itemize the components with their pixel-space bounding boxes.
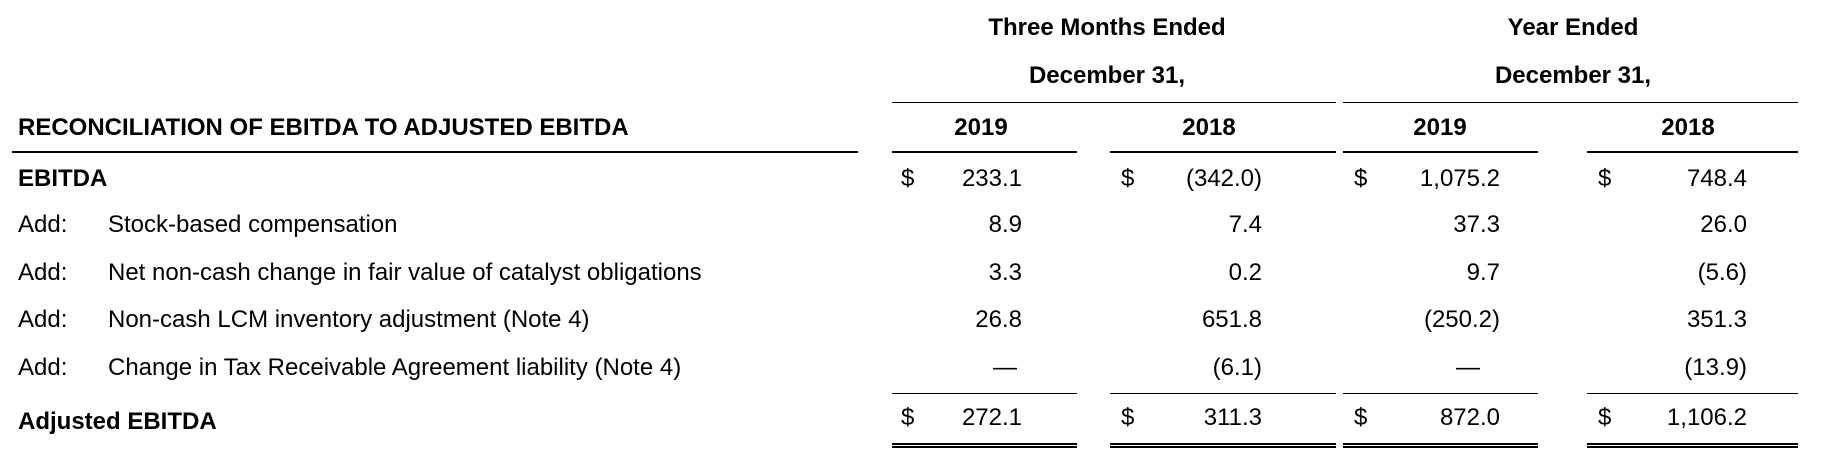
year-underline-y-2019	[1343, 151, 1538, 153]
row-stock-comp-value-y2018: 26.0	[1700, 211, 1747, 238]
row-stock-comp-prefix: Add:	[18, 211, 68, 238]
header-group-three-months-line1: Three Months Ended	[988, 14, 1226, 41]
year-header-y-2019: 2019	[1413, 114, 1467, 141]
subtotal-rule-q2019	[892, 393, 1077, 394]
row-lcm-label: Non-cash LCM inventory adjustment (Note …	[108, 306, 590, 333]
row-adjusted-value-q2019: 272.1	[961, 404, 1022, 431]
row-adjusted-currency-q2018: $	[1121, 404, 1135, 431]
row-catalyst-value-y2019: 9.7	[1466, 259, 1500, 286]
header-group-underline-three-months	[892, 102, 1336, 103]
row-adjusted-currency-y2018: $	[1598, 404, 1612, 431]
row-stock-comp-value-y2019: 37.3	[1453, 211, 1500, 238]
table-title: RECONCILIATION OF EBITDA TO ADJUSTED EBI…	[18, 114, 629, 141]
subtotal-rule-y2018	[1587, 393, 1798, 394]
header-group-year-line1: Year Ended	[1507, 14, 1639, 41]
row-lcm-value-y2019: (250.2)	[1423, 306, 1500, 333]
row-catalyst-value-q2018: 0.2	[1228, 259, 1262, 286]
row-catalyst-value-y2018: (5.6)	[1697, 259, 1747, 286]
row-adjusted-value-q2018: 311.3	[1203, 404, 1262, 431]
title-underline	[12, 151, 858, 153]
subtotal-rule-y2019	[1343, 393, 1538, 394]
row-adjusted-ebitda-label: Adjusted EBITDA	[18, 408, 217, 435]
header-group-year-line2: December 31,	[1494, 62, 1652, 89]
row-tra-value-q2018: (6.1)	[1212, 354, 1262, 381]
row-ebitda-label: EBITDA	[18, 165, 108, 192]
row-adjusted-value-y2019: 872.0	[1439, 404, 1500, 431]
total-double-rule-y2019	[1343, 443, 1538, 448]
row-tra-value-y2018: (13.9)	[1684, 354, 1747, 381]
year-underline-q-2019	[892, 151, 1077, 153]
header-group-underline-year	[1343, 102, 1798, 103]
row-catalyst-value-q2019: 3.3	[988, 259, 1022, 286]
row-catalyst-prefix: Add:	[18, 259, 68, 286]
subtotal-rule-q2018	[1110, 393, 1336, 394]
row-adjusted-currency-y2019: $	[1354, 404, 1368, 431]
row-ebitda-value-q2019: 233.1	[961, 165, 1022, 192]
row-lcm-prefix: Add:	[18, 306, 68, 333]
row-catalyst-label: Net non-cash change in fair value of cat…	[108, 259, 702, 286]
row-ebitda-value-y2018: 748.4	[1686, 165, 1747, 192]
row-ebitda-currency-y2018: $	[1598, 165, 1612, 192]
year-underline-y-2018	[1587, 151, 1798, 153]
row-lcm-value-y2018: 351.3	[1686, 306, 1747, 333]
year-header-q-2019: 2019	[954, 114, 1008, 141]
row-tra-value-y2019: —	[1456, 354, 1480, 381]
row-stock-comp-label: Stock-based compensation	[108, 211, 398, 238]
row-ebitda-value-y2019: 1,075.2	[1419, 165, 1500, 192]
year-underline-q-2018	[1110, 151, 1336, 153]
year-header-y-2018: 2018	[1661, 114, 1715, 141]
row-lcm-value-q2019: 26.8	[975, 306, 1022, 333]
row-tra-value-q2019: —	[993, 354, 1017, 381]
row-tra-prefix: Add:	[18, 354, 68, 381]
row-ebitda-currency-q2019: $	[901, 165, 915, 192]
row-ebitda-currency-y2019: $	[1354, 165, 1368, 192]
row-adjusted-currency-q2019: $	[901, 404, 915, 431]
row-adjusted-value-y2018: 1,106.2	[1666, 404, 1747, 431]
row-tra-label: Change in Tax Receivable Agreement liabi…	[108, 354, 682, 381]
header-group-three-months-line2: December 31,	[1028, 62, 1186, 89]
row-stock-comp-value-q2019: 8.9	[988, 211, 1022, 238]
total-double-rule-q2018	[1110, 443, 1336, 448]
total-double-rule-q2019	[892, 443, 1077, 448]
year-header-q-2018: 2018	[1182, 114, 1236, 141]
row-lcm-value-q2018: 651.8	[1201, 306, 1262, 333]
row-stock-comp-value-q2018: 7.4	[1228, 211, 1262, 238]
row-ebitda-currency-q2018: $	[1121, 165, 1135, 192]
row-ebitda-value-q2018: (342.0)	[1185, 165, 1262, 192]
total-double-rule-y2018	[1587, 443, 1798, 448]
